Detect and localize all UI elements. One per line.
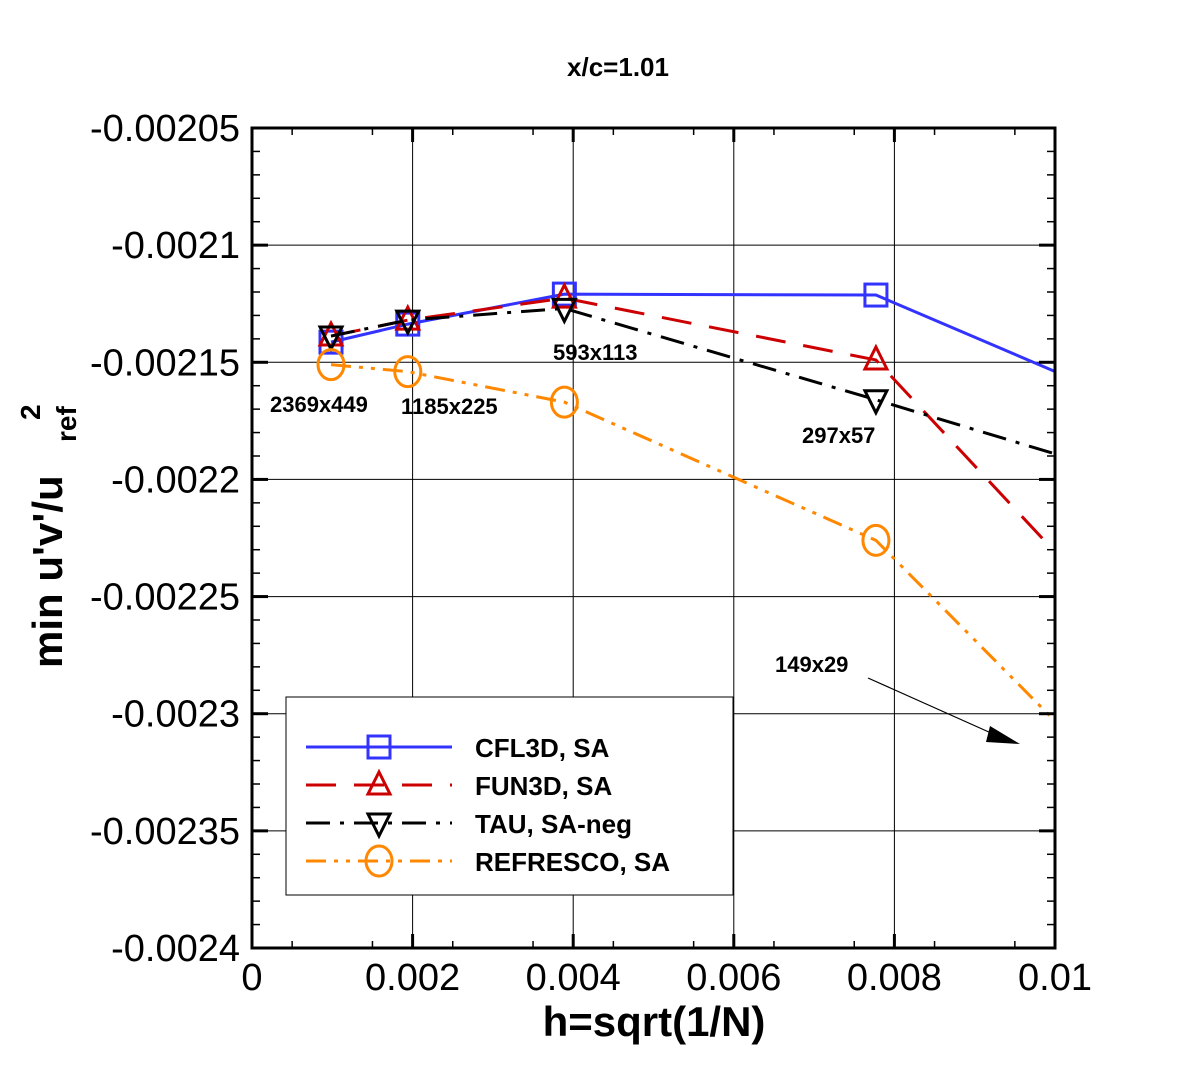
circle-marker <box>861 523 891 557</box>
triangle-down-marker <box>365 812 393 840</box>
triangle-down-marker <box>862 389 890 417</box>
x-tick-label: 0.002 <box>365 957 460 999</box>
square-marker <box>366 734 392 760</box>
annotation-1185x225: 1185x225 <box>401 394 498 419</box>
x-tick-label: 0 <box>241 957 262 999</box>
legend-label-0: CFL3D, SA <box>475 733 610 763</box>
legend: CFL3D, SA FUN3D, SA TAU, SA-neg REFRESCO, S… <box>285 696 734 896</box>
y-axis-label-sup: 2 <box>15 404 46 420</box>
y-tick-label: -0.00205 <box>90 108 240 150</box>
series-line-1 <box>330 296 1055 553</box>
series-line-0 <box>330 292 1055 373</box>
triangle-up-marker <box>550 281 578 309</box>
square-marker <box>863 282 889 308</box>
y-tick-label: -0.00235 <box>90 811 240 853</box>
arrow-head-icon <box>986 726 1020 744</box>
x-tick-label: 0.01 <box>1018 957 1092 999</box>
triangle-up-marker <box>394 303 422 331</box>
triangle-down-marker <box>550 297 578 325</box>
x-axis-label: h=sqrt(1/N) <box>543 998 766 1045</box>
annotation-149x29: 149x29 <box>775 652 848 677</box>
x-tick-label: 0.008 <box>847 957 942 999</box>
legend-label-1: FUN3D, SA <box>475 771 612 801</box>
triangle-up-marker <box>365 768 393 796</box>
series-line-2 <box>330 306 1055 456</box>
y-tick-label: -0.00215 <box>90 342 240 384</box>
chart-title: x/c=1.01 <box>567 52 669 82</box>
x-tick-label: 0.004 <box>526 957 621 999</box>
y-tick-label: -0.00225 <box>90 577 240 619</box>
annotation-593x113: 593x113 <box>553 340 637 365</box>
y-axis-label: min u'v'/u <box>24 475 71 668</box>
y-axis-label-sub: ref <box>51 406 82 442</box>
annotation-297x57: 297x57 <box>802 423 875 448</box>
legend-label-2: TAU, SA-neg <box>475 809 632 839</box>
circle-marker <box>549 385 579 419</box>
triangle-up-marker <box>862 343 890 371</box>
series-line-3 <box>330 363 1055 723</box>
y-tick-label: -0.0022 <box>111 459 240 501</box>
circle-marker <box>364 844 394 878</box>
annotation-2369x449: 2369x449 <box>270 392 368 417</box>
triangle-down-marker <box>317 325 345 353</box>
y-tick-label: -0.0024 <box>111 928 240 970</box>
legend-label-3: REFRESCO, SA <box>475 847 670 877</box>
y-tick-label: -0.0021 <box>111 225 240 267</box>
plot-frame <box>250 126 1057 950</box>
annotation-arrow <box>867 677 1001 738</box>
triangle-down-marker <box>394 309 422 337</box>
y-tick-label: -0.0023 <box>111 694 240 736</box>
x-tick-label: 0.006 <box>686 957 781 999</box>
circle-marker <box>393 355 423 389</box>
circle-marker <box>316 348 346 382</box>
